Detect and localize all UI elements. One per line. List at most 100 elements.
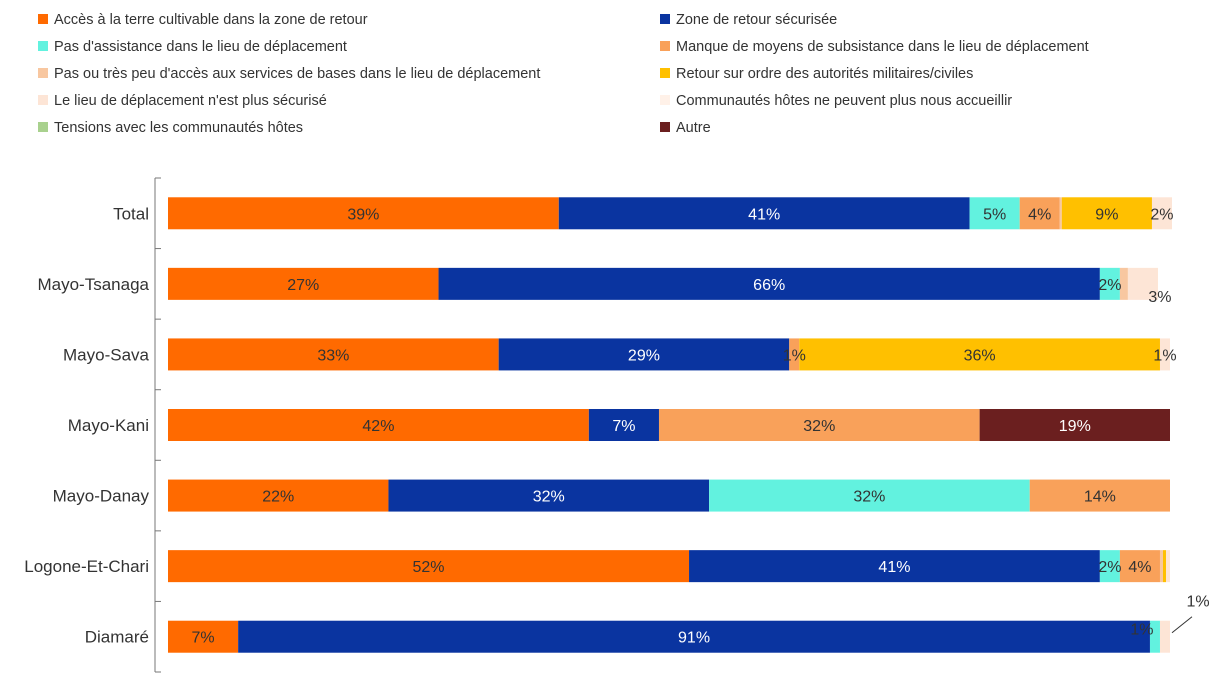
bar-segment [1119,550,1160,583]
bar-segment [438,267,1100,300]
legend-label: Retour sur ordre des autorités militaire… [676,66,973,82]
bar-segment [1127,267,1158,300]
legend-label: Pas d'assistance dans le lieu de déplace… [54,39,347,55]
bar-segment [168,197,559,230]
bar-segment [1151,197,1173,230]
data-label: 7% [192,630,215,647]
bar-segment [1099,267,1120,300]
bar-segment [1165,550,1170,583]
legend-label: Zone de retour sécurisée [676,12,837,28]
bar-segment [168,620,239,653]
bar-segment [789,338,800,371]
category-label: Mayo-Sava [63,345,150,364]
bar-segment [969,197,1020,230]
bar-segment [979,409,1170,441]
data-label: 4% [1128,559,1151,576]
legend-swatch [38,14,48,24]
legend-swatch [660,14,670,24]
data-label: 22% [262,489,294,506]
data-label: 42% [362,418,394,435]
bar-segment [1061,197,1152,230]
data-label: 1% [783,347,806,364]
bar-segment [168,338,499,371]
bar-segment [689,550,1100,583]
bar-segment [498,338,790,371]
data-label: 66% [753,277,785,294]
legend-swatch [660,41,670,51]
category-label: Diamaré [85,628,149,647]
category-label: Logone-Et-Chari [24,557,149,576]
data-labels: 39% 41% 5% 4% 9% 2% 27% 66% 2% 3% 33% 29% 1% 36% 1% 42%… [192,206,1210,646]
data-label: 1% [1130,622,1153,639]
legend: Accès à la terre cultivable dans la zone… [38,12,1089,136]
legend-swatch [660,95,670,105]
legend-label: Tensions avec les communautés hôtes [54,120,303,136]
bars [168,197,1173,653]
data-label: 91% [678,630,710,647]
legend-label: Accès à la terre cultivable dans la zone… [54,12,368,28]
category-label: Mayo-Tsanaga [37,275,149,294]
legend-label: Manque de moyens de subsistance dans le … [676,39,1089,55]
bar-segment [1029,479,1170,512]
bar-segment [1162,550,1166,583]
data-label: 27% [287,277,319,294]
data-label: 32% [533,489,565,506]
data-label: 29% [628,347,660,364]
bar-segment [1059,197,1062,230]
legend-swatch [38,68,48,78]
bar-segment [1159,620,1170,653]
bar-segment [1149,620,1160,653]
data-label: 2% [1150,206,1173,223]
bar-segment [588,409,659,441]
legend-label: Le lieu de déplacement n'est plus sécuri… [54,93,327,109]
data-label: 1% [1153,347,1176,364]
category-label: Mayo-Danay [53,487,150,506]
legend-swatch [660,68,670,78]
category-axis: Total Mayo-Tsanaga Mayo-Sava Mayo-Kani Mayo-… [24,177,161,673]
data-label: 36% [964,347,996,364]
bar-segment [1119,267,1128,300]
legend-label: Pas ou très peu d'accès aux services de … [54,66,540,82]
data-label: 3% [1148,289,1171,306]
data-label: 2% [1098,277,1121,294]
legend-swatch [660,122,670,132]
legend-swatch [38,122,48,132]
category-label: Total [113,204,149,223]
data-label: 9% [1095,206,1118,223]
data-label: 33% [317,347,349,364]
bar-segment [168,267,439,300]
bar-segment [238,620,1150,653]
bar-segment [1159,338,1170,371]
bar-segment [388,479,710,512]
data-label: 5% [983,206,1006,223]
leader-line [1171,616,1193,634]
legend-swatch [38,41,48,51]
data-label: 1% [1186,594,1209,611]
legend-label: Autre [676,120,711,136]
bar-segment [1019,197,1060,230]
bar-segment [168,479,389,512]
data-label: 7% [612,418,635,435]
category-label: Mayo-Kani [68,416,149,435]
bar-segment [799,338,1160,371]
data-label: 39% [347,206,379,223]
bar-segment [558,197,970,230]
legend-label: Communautés hôtes ne peuvent plus nous a… [676,93,1012,109]
data-label: 19% [1059,418,1091,435]
bar-segment [658,409,980,441]
bar-segment [168,409,589,441]
data-label: 32% [803,418,835,435]
legend-swatch [38,95,48,105]
bar-segment [1159,550,1163,583]
data-label: 4% [1028,206,1051,223]
data-label: 14% [1084,489,1116,506]
bar-segment [168,550,690,583]
bar-segment [1099,550,1120,583]
data-label: 41% [878,559,910,576]
data-label: 32% [853,489,885,506]
data-label: 41% [748,206,780,223]
data-label: 52% [413,559,445,576]
bar-segment [709,479,1030,512]
data-label: 2% [1098,559,1121,576]
